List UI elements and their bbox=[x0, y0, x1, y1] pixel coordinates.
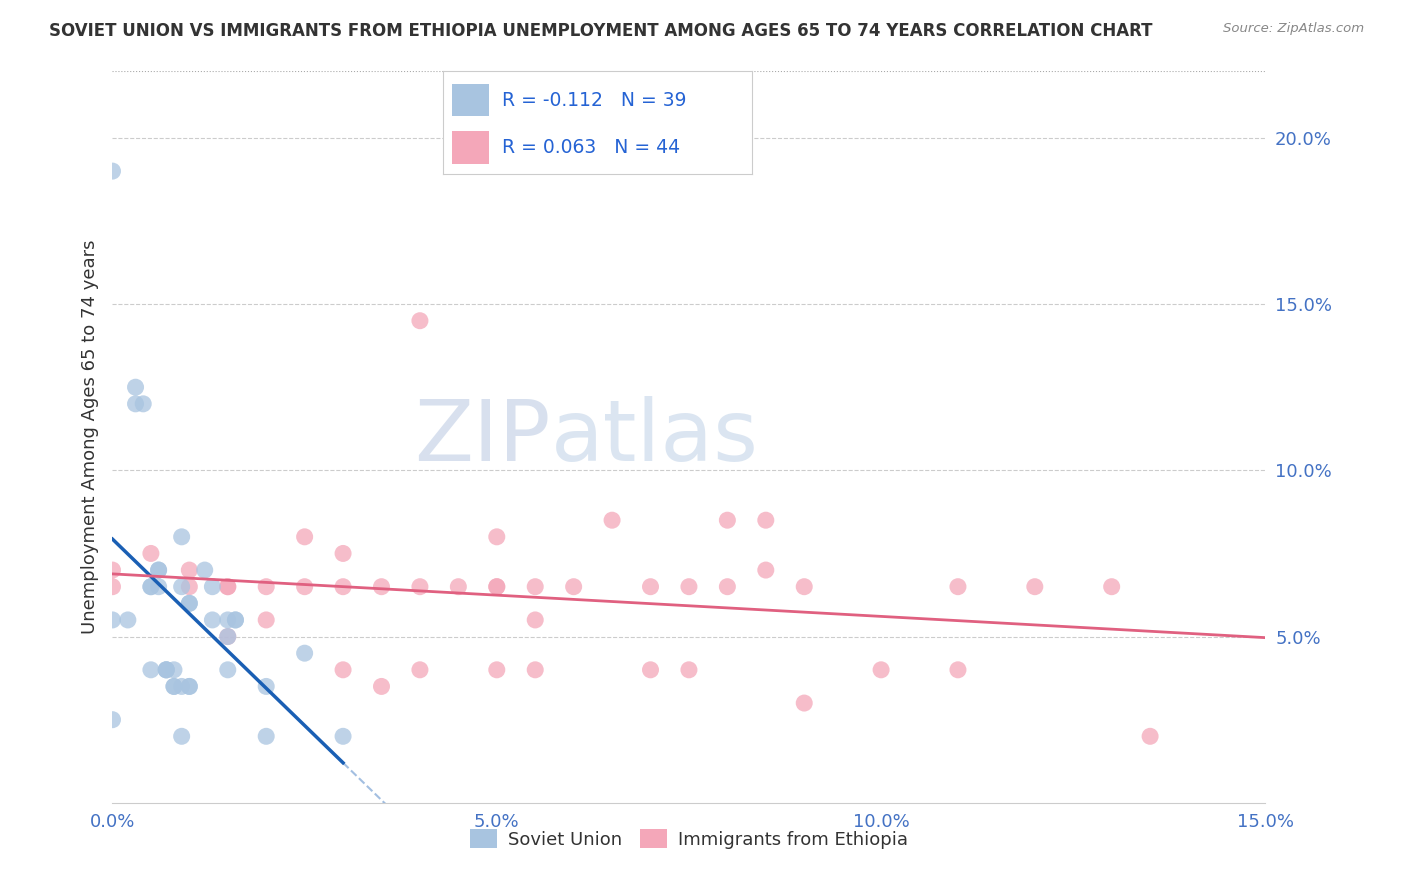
Point bbox=[946, 663, 969, 677]
Bar bbox=[453, 84, 489, 117]
Point bbox=[793, 580, 815, 594]
Point bbox=[370, 680, 392, 694]
Point bbox=[148, 563, 170, 577]
Point bbox=[485, 580, 508, 594]
Point bbox=[485, 530, 508, 544]
Point bbox=[155, 663, 177, 677]
Point bbox=[254, 613, 277, 627]
Point bbox=[946, 580, 969, 594]
Point bbox=[155, 663, 177, 677]
Point bbox=[716, 580, 738, 594]
Point bbox=[678, 580, 700, 594]
Point bbox=[254, 680, 277, 694]
Point bbox=[485, 663, 508, 677]
Text: atlas: atlas bbox=[551, 395, 759, 479]
Point bbox=[217, 613, 239, 627]
Point bbox=[409, 580, 432, 594]
Point bbox=[124, 397, 146, 411]
Point bbox=[409, 314, 432, 328]
Point bbox=[217, 580, 239, 594]
Point bbox=[179, 680, 201, 694]
Point bbox=[201, 580, 224, 594]
Point bbox=[163, 680, 186, 694]
Point bbox=[101, 164, 124, 178]
Point bbox=[294, 646, 316, 660]
Point bbox=[194, 563, 217, 577]
Point bbox=[163, 680, 186, 694]
Point bbox=[179, 563, 201, 577]
Point bbox=[224, 613, 246, 627]
Point bbox=[101, 713, 124, 727]
Point bbox=[332, 663, 354, 677]
Text: SOVIET UNION VS IMMIGRANTS FROM ETHIOPIA UNEMPLOYMENT AMONG AGES 65 TO 74 YEARS : SOVIET UNION VS IMMIGRANTS FROM ETHIOPIA… bbox=[49, 22, 1153, 40]
Point bbox=[332, 729, 354, 743]
Point bbox=[139, 663, 162, 677]
Point bbox=[179, 680, 201, 694]
Point bbox=[217, 580, 239, 594]
Point bbox=[139, 580, 162, 594]
Text: Source: ZipAtlas.com: Source: ZipAtlas.com bbox=[1223, 22, 1364, 36]
Point bbox=[179, 596, 201, 610]
Point bbox=[217, 663, 239, 677]
Point bbox=[201, 613, 224, 627]
Point bbox=[793, 696, 815, 710]
Point bbox=[870, 663, 893, 677]
Point bbox=[678, 663, 700, 677]
Bar bbox=[453, 131, 489, 163]
Point bbox=[170, 729, 193, 743]
Point bbox=[254, 729, 277, 743]
Point bbox=[640, 663, 662, 677]
Point bbox=[640, 580, 662, 594]
Point bbox=[1101, 580, 1123, 594]
Point bbox=[755, 563, 778, 577]
Point bbox=[155, 663, 177, 677]
Point bbox=[1139, 729, 1161, 743]
Point bbox=[170, 530, 193, 544]
Point bbox=[600, 513, 623, 527]
Point bbox=[409, 663, 432, 677]
Point bbox=[170, 680, 193, 694]
Point bbox=[332, 546, 354, 560]
Point bbox=[217, 630, 239, 644]
Point bbox=[179, 596, 201, 610]
Point bbox=[1024, 580, 1046, 594]
Y-axis label: Unemployment Among Ages 65 to 74 years: Unemployment Among Ages 65 to 74 years bbox=[80, 240, 98, 634]
Point bbox=[148, 563, 170, 577]
Point bbox=[117, 613, 139, 627]
Point bbox=[370, 580, 392, 594]
Point bbox=[179, 580, 201, 594]
Point bbox=[524, 613, 547, 627]
Point bbox=[224, 613, 246, 627]
Point bbox=[139, 546, 162, 560]
Text: R = 0.063   N = 44: R = 0.063 N = 44 bbox=[502, 137, 679, 157]
Point bbox=[124, 380, 146, 394]
Point bbox=[101, 613, 124, 627]
Text: R = -0.112   N = 39: R = -0.112 N = 39 bbox=[502, 91, 686, 110]
Point bbox=[447, 580, 470, 594]
Point bbox=[755, 513, 778, 527]
Point bbox=[716, 513, 738, 527]
Point bbox=[139, 580, 162, 594]
Point bbox=[562, 580, 585, 594]
Point bbox=[485, 580, 508, 594]
Point bbox=[132, 397, 155, 411]
Point bbox=[217, 630, 239, 644]
Text: ZIP: ZIP bbox=[415, 395, 551, 479]
Point bbox=[254, 580, 277, 594]
Point bbox=[163, 663, 186, 677]
Point bbox=[332, 580, 354, 594]
Point bbox=[294, 530, 316, 544]
Legend: Soviet Union, Immigrants from Ethiopia: Soviet Union, Immigrants from Ethiopia bbox=[463, 822, 915, 856]
Point bbox=[170, 580, 193, 594]
Point bbox=[524, 663, 547, 677]
Point bbox=[101, 563, 124, 577]
Point bbox=[101, 580, 124, 594]
Point bbox=[148, 580, 170, 594]
Point bbox=[294, 580, 316, 594]
Point bbox=[524, 580, 547, 594]
